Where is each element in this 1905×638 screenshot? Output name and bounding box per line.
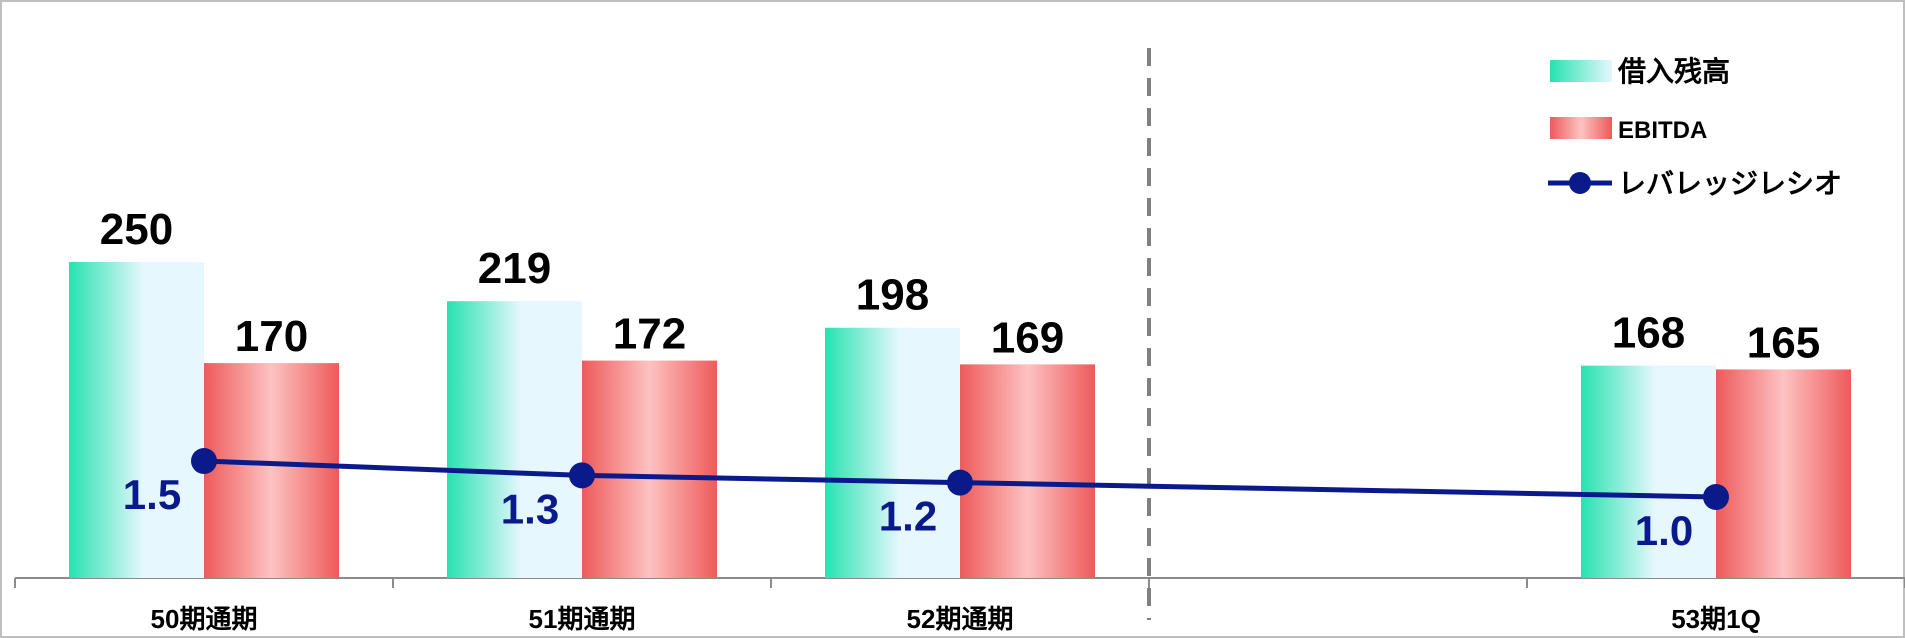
ratio-line	[203, 458, 1717, 500]
x-axis	[14, 577, 1905, 588]
label-ratio-value: 1.2	[879, 493, 937, 540]
label-debt-value: 198	[856, 271, 929, 320]
bar-debt	[69, 262, 204, 578]
bar-ebitda	[204, 363, 339, 578]
bar-ebitda	[960, 364, 1095, 578]
legend-swatch-debt	[1550, 60, 1612, 82]
label-ratio-value: 1.0	[1635, 507, 1693, 554]
bar-debt	[825, 327, 960, 578]
ratio-marker	[947, 469, 973, 496]
category-labels: 50期通期 51期通期 52期通期 53期1Q	[151, 604, 1761, 634]
label-ebitda-value: 172	[613, 310, 686, 359]
category-label: 51期通期	[529, 604, 636, 634]
bar-ebitda	[582, 360, 717, 578]
ratio-marker	[191, 448, 217, 474]
label-ebitda-value: 169	[991, 313, 1064, 362]
label-ebitda-value: 165	[1747, 318, 1820, 367]
label-ratio-value: 1.5	[123, 471, 181, 518]
label-ratio-value: 1.3	[501, 485, 559, 532]
legend-label-debt: 借入残高	[1617, 56, 1730, 87]
bar-debt	[1581, 365, 1716, 578]
bar-ebitda	[1716, 369, 1851, 578]
category-label: 53期1Q	[1671, 604, 1761, 634]
ratio-marker	[569, 462, 595, 489]
legend-label-ratio: レバレッジレシオ	[1618, 168, 1842, 199]
category-label: 50期通期	[151, 604, 258, 634]
leverage-line	[191, 448, 1729, 510]
category-label: 52期通期	[907, 604, 1014, 634]
legend: 借入残高 EBITDA レバレッジレシオ	[1548, 56, 1842, 199]
data-labels: 250 170 219 172 198 169 168 165 1.5 1.3 1.2 1.0	[100, 205, 1820, 554]
legend-swatch-ebitda	[1550, 117, 1612, 139]
label-debt-value: 168	[1612, 309, 1685, 358]
legend-label-ebitda: EBITDA	[1618, 117, 1707, 144]
label-debt-value: 219	[478, 244, 551, 293]
bar-debt	[447, 301, 582, 578]
label-debt-value: 250	[100, 205, 173, 254]
legend-swatch-marker	[1569, 172, 1591, 194]
bars	[69, 262, 1851, 578]
ratio-marker	[1703, 484, 1729, 510]
label-ebitda-value: 170	[235, 312, 308, 361]
